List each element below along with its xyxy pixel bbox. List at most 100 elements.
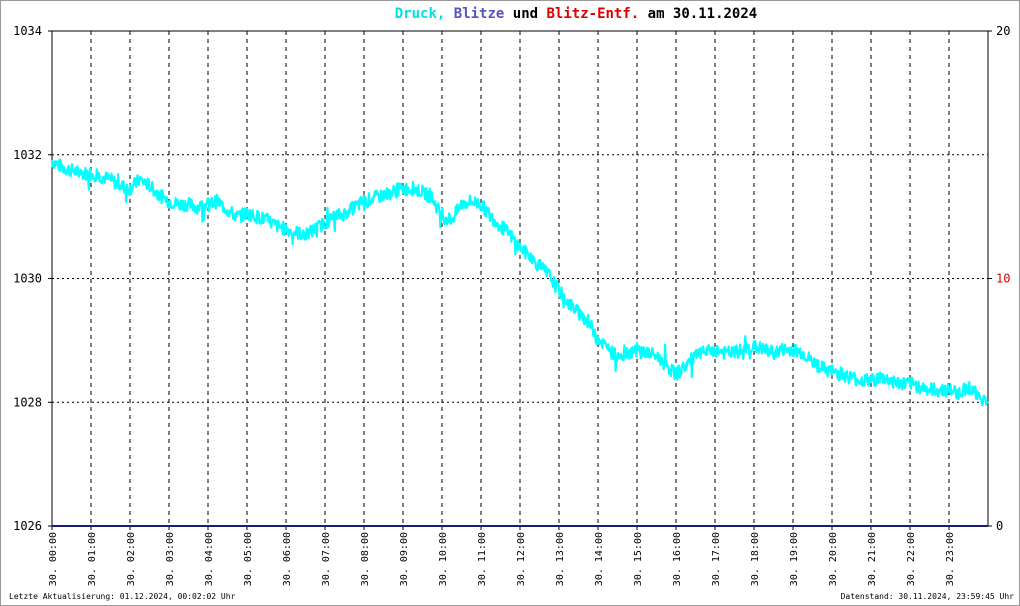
druck-point xyxy=(265,218,268,221)
druck-point xyxy=(470,200,473,202)
druck-point xyxy=(626,351,629,354)
y-tick-label: 1032 xyxy=(13,148,42,162)
footer-data-state: Datenstand: 30.11.2024, 23:59:45 Uhr xyxy=(840,592,1014,601)
footer-last-update: Letzte Aktualisierung: 01.12.2024, 00:02… xyxy=(9,592,236,601)
druck-point xyxy=(928,389,931,391)
title-part-0: Druck, xyxy=(395,6,446,22)
druck-point xyxy=(831,370,833,373)
druck-point xyxy=(782,348,785,351)
druck-point xyxy=(850,376,853,379)
druck-point xyxy=(840,373,843,376)
druck-point xyxy=(392,191,395,193)
x-tick-label: 30. 10:00 xyxy=(438,532,449,586)
druck-point xyxy=(655,355,658,357)
druck-point xyxy=(246,212,248,215)
x-tick-label: 30. 02:00 xyxy=(126,532,137,586)
druck-point xyxy=(548,274,551,277)
druck-point xyxy=(675,373,677,376)
druck-point xyxy=(538,265,541,267)
druck-point xyxy=(645,351,648,354)
druck-point xyxy=(382,194,385,196)
druck-point xyxy=(519,246,521,249)
druck-point xyxy=(353,206,356,209)
druck-point xyxy=(460,203,463,206)
druck-point xyxy=(704,351,707,354)
tick-labels: 1026 1028 1030 1032 1034 0 10 20 30. 00:00 30. 01… xyxy=(13,24,1010,586)
x-tick-label: 30. 18:00 xyxy=(750,532,761,586)
druck-point xyxy=(528,256,531,258)
druck-point xyxy=(109,178,112,181)
x-tick-label: 30. 21:00 xyxy=(867,532,878,586)
druck-point xyxy=(684,364,687,366)
druck-point xyxy=(694,355,697,357)
druck-point xyxy=(772,351,775,354)
druck-point xyxy=(889,379,892,382)
druck-point xyxy=(957,392,960,394)
x-tick-label: 30. 14:00 xyxy=(594,532,605,586)
druck-point xyxy=(938,389,941,391)
druck-point xyxy=(275,225,278,227)
druck-point xyxy=(762,348,765,351)
x-tick-label: 30. 19:00 xyxy=(789,532,800,586)
druck-point xyxy=(733,351,736,354)
x-tick-label: 30. 11:00 xyxy=(477,532,488,586)
druck-point xyxy=(226,209,229,212)
druck-point xyxy=(743,348,746,351)
x-tick-label: 30. 15:00 xyxy=(633,532,644,586)
druck-point xyxy=(441,215,443,218)
druck-point xyxy=(821,367,824,370)
druck-point xyxy=(918,385,921,388)
druck-point xyxy=(606,348,609,351)
druck-point xyxy=(119,184,122,187)
x-tick-label: 30. 22:00 xyxy=(906,532,917,586)
y2-tick-label: 20 xyxy=(996,24,1010,38)
druck-point xyxy=(60,166,63,168)
druck-point xyxy=(450,218,453,221)
druck-point xyxy=(714,348,716,351)
druck-point xyxy=(587,321,590,323)
druck-point xyxy=(333,215,336,218)
x-tick-label: 30. 06:00 xyxy=(282,532,293,586)
druck-point xyxy=(197,206,200,209)
x-tick-label: 30. 17:00 xyxy=(711,532,722,586)
y-tick-label: 1030 xyxy=(13,272,42,286)
druck-point xyxy=(80,172,83,175)
druck-point xyxy=(177,203,180,206)
druck-point xyxy=(431,197,434,199)
druck-point xyxy=(909,382,911,385)
druck-point xyxy=(723,351,726,354)
druck-point xyxy=(99,175,102,178)
druck-point xyxy=(801,351,804,354)
title-part-3: und xyxy=(504,6,546,22)
x-tick-label: 30. 12:00 xyxy=(516,532,527,586)
druck-point xyxy=(314,228,317,230)
druck-point xyxy=(148,184,151,187)
druck-point xyxy=(324,222,326,224)
x-tick-label: 30. 05:00 xyxy=(243,532,254,586)
druck-point xyxy=(489,215,492,218)
series xyxy=(50,158,989,527)
x-tick-label: 30. 09:00 xyxy=(399,532,410,586)
y-tick-label: 1028 xyxy=(13,395,42,409)
druck-point xyxy=(509,234,512,236)
druck-point xyxy=(421,191,424,193)
x-tick-label: 30. 03:00 xyxy=(165,532,176,586)
x-tick-label: 30. 07:00 xyxy=(321,532,332,586)
y2-tick-label: 0 xyxy=(996,519,1003,533)
druck-point xyxy=(597,336,599,339)
grid xyxy=(52,31,988,526)
x-tick-label: 30. 16:00 xyxy=(672,532,683,586)
title-part-5: am 30.11.2024 xyxy=(639,6,757,22)
druck-point xyxy=(138,178,141,181)
druck-point xyxy=(860,379,863,382)
druck-point xyxy=(129,187,131,190)
x-tick-label: 30. 04:00 xyxy=(204,532,215,586)
druck-point xyxy=(304,234,307,236)
druck-point xyxy=(899,382,902,385)
druck-point xyxy=(90,172,92,175)
druck-point xyxy=(187,203,190,206)
druck-point xyxy=(158,194,161,196)
druck-point xyxy=(977,395,980,397)
druck-point xyxy=(402,187,404,190)
